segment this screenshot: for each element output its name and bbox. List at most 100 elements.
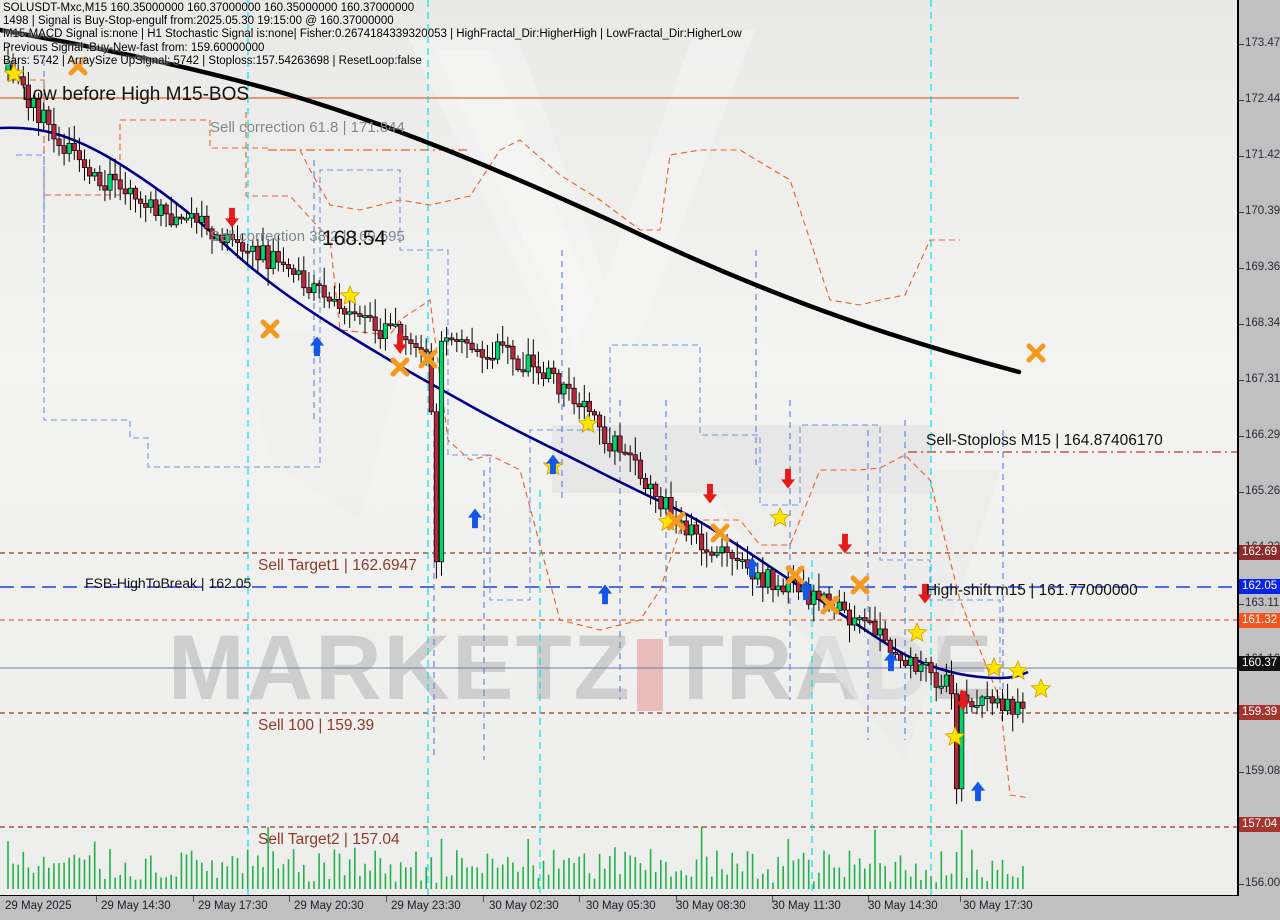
candle-bearish [709, 551, 715, 556]
price-tick-label: 163.11 [1245, 597, 1280, 609]
candle-bullish [127, 187, 133, 195]
candle-bearish [862, 617, 868, 622]
candle-bearish [387, 323, 394, 327]
time-tick-label: 29 May 2025 [5, 900, 72, 912]
candle-bearish [112, 173, 118, 181]
candle-bearish [913, 657, 919, 672]
candle-bullish [260, 245, 266, 261]
candle-bearish [352, 311, 358, 315]
orange-cross-signal-icon [820, 595, 840, 615]
candle-bearish [234, 239, 241, 243]
annotation-sell-stoploss-m15[interactable]: Sell-Stoploss M15 | 164.87406170 [926, 432, 1163, 449]
candle-bearish [607, 443, 613, 452]
header-line-4: Previous Signal :Buy-New-fast from: 159.… [3, 41, 265, 54]
price-tick-label: 169.36 [1245, 261, 1280, 273]
annotation-sell-correction-382[interactable]: Sell correction 38.2 | 169.695 [210, 228, 405, 245]
candle-bearish [326, 296, 332, 302]
candle-bearish [928, 662, 934, 674]
candle-bearish [816, 590, 822, 600]
annotation-sell-target2[interactable]: Sell Target2 | 157.04 [258, 831, 400, 848]
annotation-fsb-high-to-break[interactable]: FSB-HighToBreak | 162.05 [85, 575, 252, 591]
candle-bullish [148, 199, 154, 208]
candle-bearish [479, 349, 485, 358]
candle-bearish [342, 308, 348, 315]
price-tick [1239, 44, 1244, 45]
candle-bearish [454, 339, 460, 342]
candle-bearish [469, 342, 475, 350]
orange-cross-signal-icon [260, 319, 280, 339]
candle-bearish [566, 383, 572, 389]
candle-bearish [704, 549, 710, 553]
candle-bullish [444, 337, 450, 342]
sell-100-badge[interactable]: 159.39 [1239, 705, 1280, 720]
candle-bearish [163, 204, 169, 215]
candle-bullish [189, 213, 195, 219]
red-arrow-down-icon [225, 207, 239, 228]
candle-bullish [979, 696, 985, 706]
candle-bearish [143, 203, 149, 208]
candle-bearish [999, 698, 1006, 712]
candle-bullish [918, 664, 924, 672]
time-tick-label: 30 May 14:30 [868, 900, 938, 912]
candle-bearish [138, 198, 144, 204]
candle-bearish [484, 356, 490, 360]
candle-bearish [229, 234, 235, 240]
candle-bearish [1010, 698, 1016, 715]
annotation-high-shift-m15[interactable]: High-shift m15 | 161.77000000 [926, 582, 1138, 599]
time-tick-label: 30 May 08:30 [676, 900, 746, 912]
price-tick [1239, 212, 1244, 213]
candle-bearish [372, 316, 378, 331]
time-tick-label: 30 May 05:30 [586, 900, 656, 912]
price-axis[interactable]: 173.47 172.44 171.42 170.39 169.36 168.34 167.… [1238, 0, 1280, 896]
header-line-3: M15 MACD Signal is:none | H1 Stochastic … [3, 28, 742, 41]
candle-bearish [209, 228, 215, 240]
annotation-sell-100[interactable]: Sell 100 | 159.39 [258, 717, 375, 734]
candle-bearish [602, 426, 608, 444]
time-tick-label: 30 May 17:30 [963, 900, 1033, 912]
candle-bullish [755, 572, 761, 580]
time-tick-label: 30 May 02:30 [489, 900, 559, 912]
time-tick-label: 30 May 11:30 [772, 900, 841, 912]
time-axis[interactable]: 29 May 2025 29 May 14:30 29 May 17:30 29 Ma… [0, 896, 1238, 920]
candle-bearish [637, 459, 643, 479]
orange-cross-signal-icon [666, 511, 686, 531]
high-shift-badge[interactable]: 161.32 [1239, 613, 1280, 628]
yellow-star-signal-icon [577, 412, 599, 433]
candle-bullish [943, 674, 949, 687]
yellow-star-signal-icon [769, 506, 791, 527]
candle-bullish [347, 311, 353, 315]
candle-bearish [892, 652, 898, 655]
candle-bullish [688, 524, 694, 536]
annotation-price-tag-16854[interactable]: 168.54 [322, 227, 387, 250]
candle-bearish [36, 98, 42, 123]
annotation-sell-target1[interactable]: Sell Target1 | 162.6947 [258, 557, 417, 574]
candle-bearish [530, 354, 536, 368]
candle-bullish [214, 234, 220, 240]
candle-bearish [597, 414, 603, 428]
candle-bearish [240, 242, 246, 252]
red-arrow-down-icon [703, 483, 717, 504]
time-tick-label: 29 May 20:30 [294, 900, 364, 912]
candle-bullish [173, 216, 179, 226]
candle-bullish [581, 400, 587, 408]
annotation-sell-correction-618[interactable]: Sell correction 61.8 | 171.844 [210, 119, 405, 136]
candle-bullish [974, 705, 980, 708]
candle-bullish [852, 617, 858, 626]
annotation-low-before-high-bos[interactable]: Low before High M15-BOS [22, 84, 250, 105]
candle-bullish [382, 323, 388, 340]
chart-header-info: SOLUSDT-Mxc,M15 160.35000000 160.3700000… [3, 2, 742, 68]
chart-graphics [0, 0, 1237, 895]
price-tick [1239, 324, 1244, 325]
price-tick [1239, 604, 1244, 605]
bid-price-badge[interactable]: 162.05 [1239, 579, 1280, 594]
chart-plot-area[interactable]: MARKETZTRADE [0, 0, 1238, 896]
candle-bearish [204, 215, 210, 230]
candle-bullish [224, 234, 230, 243]
sell-target2-badge[interactable]: 157.04 [1239, 817, 1280, 832]
last-price-badge[interactable]: 160.37 [1239, 656, 1280, 671]
price-tick-label: 167.31 [1245, 373, 1280, 385]
orange-cross-signal-icon [390, 357, 410, 377]
candle-bearish [948, 674, 955, 695]
candle-bearish [291, 268, 297, 275]
sell-target1-badge[interactable]: 162.69 [1239, 545, 1280, 560]
